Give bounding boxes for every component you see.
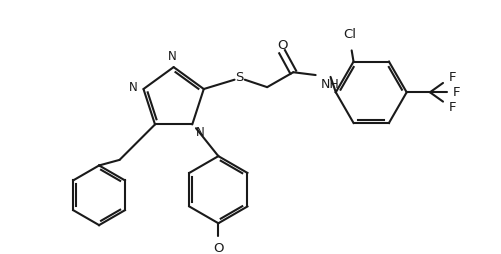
Text: Cl: Cl — [343, 28, 356, 41]
Text: F: F — [451, 86, 459, 99]
Text: NH: NH — [321, 78, 339, 91]
Text: O: O — [276, 39, 287, 52]
Text: O: O — [213, 242, 223, 254]
Text: F: F — [448, 101, 455, 114]
Text: F: F — [448, 71, 455, 84]
Text: S: S — [234, 71, 243, 84]
Text: N: N — [129, 81, 138, 94]
Text: N: N — [195, 126, 204, 139]
Text: N: N — [167, 50, 176, 64]
